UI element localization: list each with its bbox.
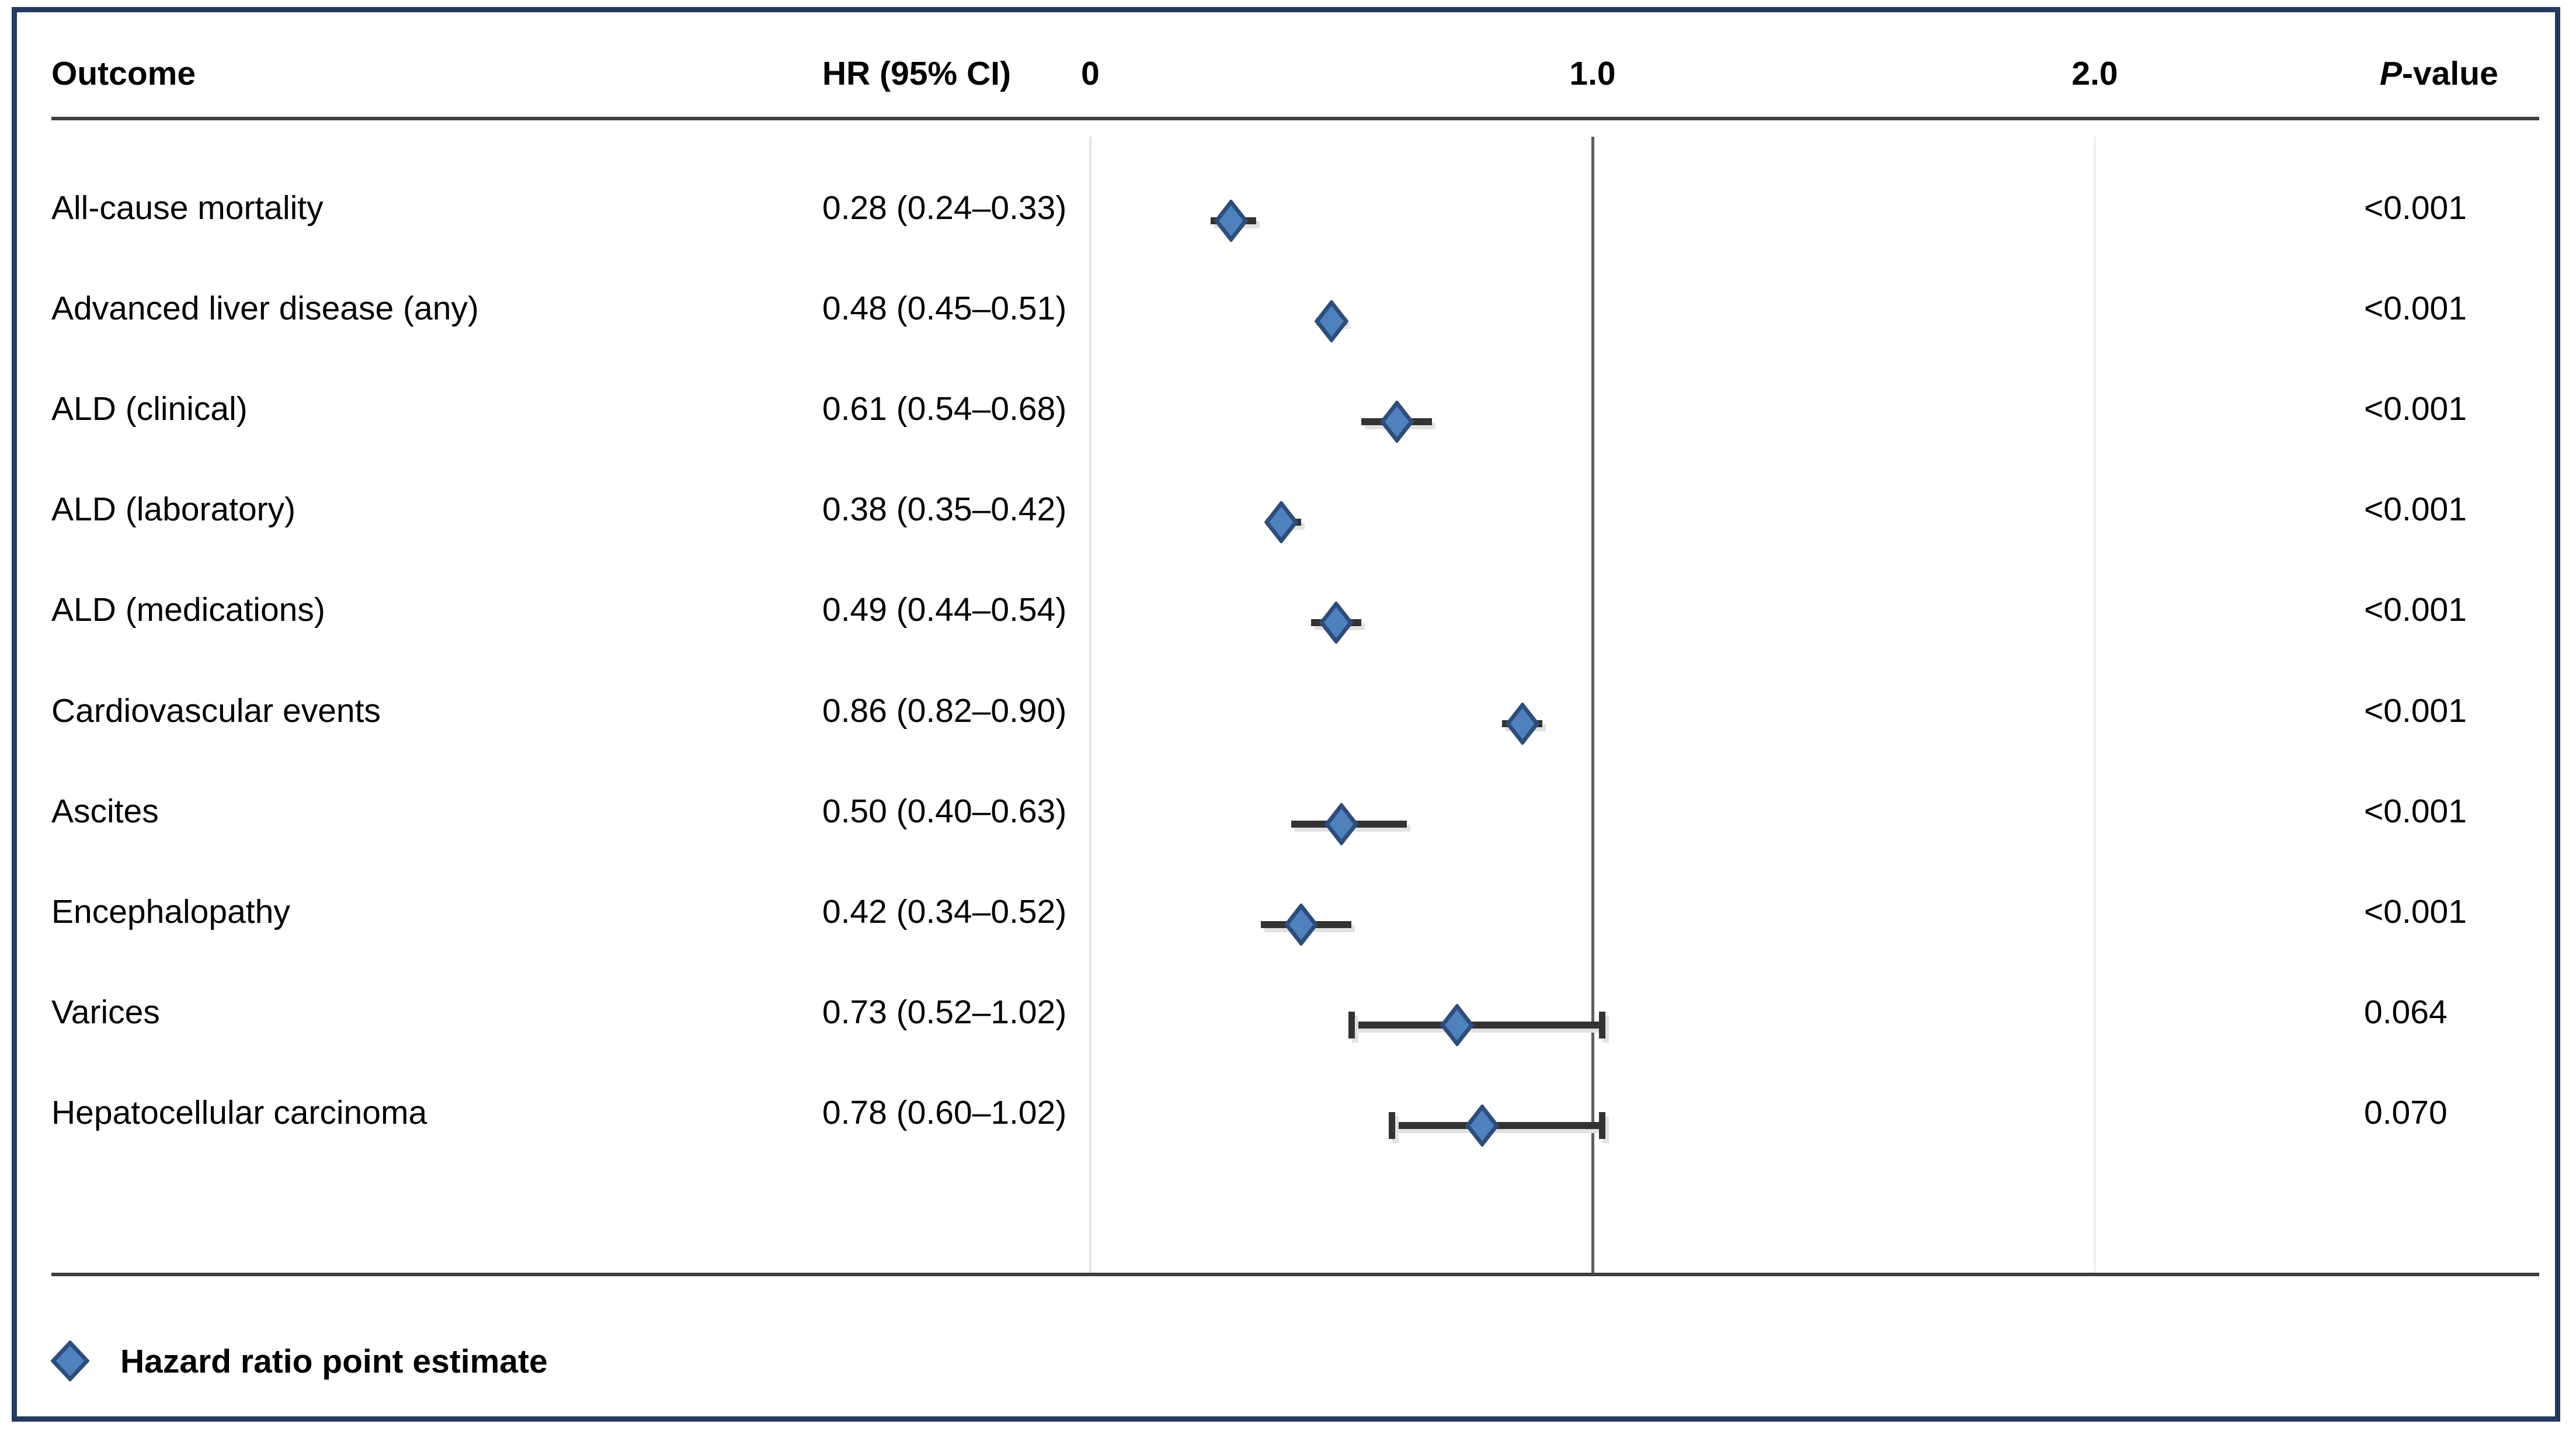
- hr-diamond-marker: [1379, 401, 1414, 443]
- hr-diamond-marker: [1324, 803, 1358, 845]
- hr-ci-value: 0.78 (0.60–1.02): [822, 1094, 1067, 1132]
- axis-gridline-2.0: [2093, 137, 2096, 1273]
- axis-tick-label-2.0: 2.0: [2071, 55, 2118, 93]
- p-value: <0.001: [2364, 792, 2467, 830]
- hr-ci-value: 0.49 (0.44–0.54): [822, 591, 1067, 629]
- diamond-shape: [1314, 300, 1348, 343]
- diamond-shape: [1214, 200, 1248, 242]
- hr-ci-value: 0.28 (0.24–0.33): [822, 189, 1067, 227]
- diamond-shape: [1264, 501, 1298, 544]
- diamond-shape: [1284, 903, 1319, 946]
- outcome-label: ALD (medications): [51, 591, 325, 629]
- diamond-shape: [1505, 702, 1539, 745]
- hr-diamond-marker: [1314, 300, 1348, 343]
- diamond-shape: [1324, 803, 1358, 845]
- p-value: <0.001: [2364, 390, 2467, 428]
- hr-ci-value: 0.73 (0.52–1.02): [822, 994, 1067, 1031]
- hr-ci-value: 0.38 (0.35–0.42): [822, 491, 1067, 529]
- p-value: <0.001: [2364, 692, 2467, 730]
- hr-ci-value: 0.48 (0.45–0.51): [822, 290, 1067, 328]
- hr-diamond-marker: [1440, 1003, 1474, 1046]
- p-value: <0.001: [2364, 290, 2467, 328]
- outcome-label: ALD (clinical): [51, 390, 248, 428]
- ci-bar: [1351, 1021, 1603, 1029]
- axis-gridline-1.0: [1591, 137, 1594, 1273]
- p-value: <0.001: [2364, 591, 2467, 629]
- hr-diamond-marker: [1284, 903, 1319, 946]
- header-divider-line: [51, 117, 2539, 120]
- diamond-shape: [1440, 1003, 1474, 1046]
- axis-tick-label-1.0: 1.0: [1569, 55, 1616, 93]
- hr-ci-value: 0.61 (0.54–0.68): [822, 390, 1067, 428]
- outcome-label: Hepatocellular carcinoma: [51, 1094, 427, 1132]
- p-value-rest: -value: [2402, 55, 2498, 93]
- hr-diamond-marker: [1264, 501, 1298, 544]
- diamond-shape: [1379, 401, 1414, 443]
- outcome-label: All-cause mortality: [51, 189, 324, 227]
- outcome-label: ALD (laboratory): [51, 491, 296, 529]
- legend-diamond-icon: [51, 1340, 89, 1381]
- axis-gridline-0: [1089, 137, 1091, 1273]
- hr-ci-value: 0.42 (0.34–0.52): [822, 892, 1067, 930]
- p-value-italic-p: P: [2380, 55, 2403, 93]
- outcome-label: Varices: [51, 994, 160, 1031]
- column-header-hr-ci: HR (95% CI): [822, 55, 1011, 93]
- figure-border: [12, 7, 2560, 1422]
- outcome-label: Cardiovascular events: [51, 692, 381, 730]
- ci-cap-left: [1389, 1112, 1395, 1139]
- ci-cap-right: [1599, 1112, 1606, 1139]
- column-header-outcome: Outcome: [51, 55, 196, 93]
- p-value: <0.001: [2364, 892, 2467, 930]
- footer-divider-line: [51, 1273, 2539, 1276]
- p-value: 0.064: [2364, 994, 2448, 1031]
- axis-tick-label-0: 0: [1081, 55, 1100, 93]
- ci-cap-right: [1599, 1011, 1606, 1038]
- ci-cap-left: [1348, 1011, 1355, 1038]
- column-header-p-value: P-value: [2380, 55, 2498, 93]
- outcome-label: Advanced liver disease (any): [51, 290, 479, 328]
- hr-ci-value: 0.86 (0.82–0.90): [822, 692, 1067, 730]
- hr-ci-value: 0.50 (0.40–0.63): [822, 792, 1067, 830]
- diamond-shape: [1319, 602, 1354, 644]
- hr-diamond-marker: [1465, 1104, 1499, 1147]
- hr-diamond-marker: [1214, 200, 1248, 242]
- outcome-label: Encephalopathy: [51, 892, 290, 930]
- hr-diamond-marker: [1505, 702, 1539, 745]
- diamond-shape: [51, 1340, 89, 1381]
- p-value: <0.001: [2364, 491, 2467, 529]
- legend-label: Hazard ratio point estimate: [120, 1343, 548, 1381]
- p-value: 0.070: [2364, 1094, 2448, 1132]
- diamond-shape: [1465, 1104, 1499, 1147]
- outcome-label: Ascites: [51, 792, 159, 830]
- hr-diamond-marker: [1319, 602, 1354, 644]
- p-value: <0.001: [2364, 189, 2467, 227]
